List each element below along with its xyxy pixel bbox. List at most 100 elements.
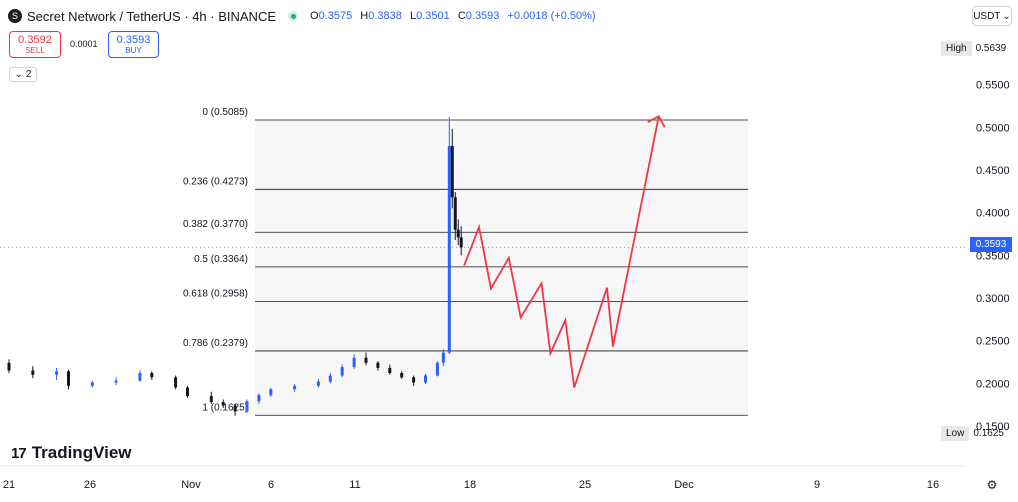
candle-body — [400, 373, 404, 378]
time-tick-label: 9 — [814, 479, 820, 491]
candle-body — [388, 367, 392, 374]
candle-body — [316, 381, 320, 386]
change-value: +0.0018 (+0.50%) — [507, 10, 596, 22]
candle-body — [456, 229, 460, 238]
time-tick-label: Dec — [674, 479, 694, 491]
price-tick-label: 0.4000 — [976, 208, 1010, 220]
gear-icon[interactable]: ⚙ — [986, 478, 998, 492]
candle-body — [459, 237, 463, 248]
buy-button[interactable]: 0.3593 BUY — [108, 31, 159, 58]
candle-body — [352, 357, 356, 368]
candle-body — [447, 146, 451, 353]
fib-level-label: 0.618 (0.2958) — [183, 289, 248, 300]
candle-body — [67, 371, 70, 386]
time-tick-label: 6 — [268, 479, 274, 491]
sell-button[interactable]: 0.3592 SELL — [9, 31, 61, 58]
price-tick-label: 0.1500 — [976, 421, 1010, 433]
high-marker: High 0.5639 — [941, 41, 1006, 56]
candle-body — [257, 395, 261, 402]
indicators-toggle[interactable]: ⌄ 2 — [9, 67, 37, 82]
chart-header: S Secret Network / TetherUS · 4h · BINAN… — [8, 6, 601, 26]
open-value: 0.3575 — [318, 10, 353, 22]
chevron-down-icon: ⌄ — [14, 69, 23, 80]
currency-selector[interactable]: USDT ⌄ — [972, 6, 1012, 26]
projection-layer — [463, 114, 666, 388]
candle-body — [450, 146, 454, 198]
close-key: C — [457, 10, 466, 22]
candle-body — [441, 352, 445, 363]
tradingview-logo[interactable]: 17 TradingView — [11, 443, 132, 463]
symbol-logo-icon: S — [8, 9, 22, 23]
fib-level-label: 0 (0.5085) — [202, 107, 248, 118]
currency-label: USDT — [973, 10, 1001, 22]
candle-body — [7, 362, 11, 371]
candle-body — [453, 197, 457, 230]
candle-body — [114, 380, 118, 383]
buy-price: 0.3593 — [116, 34, 151, 46]
time-tick-label: 11 — [349, 479, 360, 491]
sell-price: 0.3592 — [18, 34, 52, 46]
candle-body — [293, 385, 297, 390]
candle-body — [31, 370, 35, 375]
low-label: Low — [941, 426, 970, 441]
price-tick-label: 0.3000 — [976, 293, 1010, 305]
candle-body — [269, 389, 273, 396]
time-tick-label: 18 — [464, 479, 476, 491]
high-label: High — [941, 41, 972, 56]
candle-body — [328, 375, 332, 382]
candle-body — [209, 396, 213, 403]
price-tick-label: 0.2000 — [976, 378, 1010, 390]
projection-path — [463, 115, 660, 388]
price-tick-label: 0.3500 — [976, 250, 1010, 262]
time-tick-label: 25 — [579, 479, 591, 491]
ohlc-readout: O0.3575 H0.3838 L0.3501 C0.3593 +0.0018 … — [310, 10, 601, 22]
candle-body — [435, 362, 439, 376]
time-tick-label: 21 — [3, 479, 15, 491]
fibonacci-retracement[interactable]: 0 (0.5085) 0.236 (0.4273) 0.382 (0.3770) 0.… — [183, 107, 748, 416]
low-marker: Low 0.1625 — [941, 426, 1004, 441]
candle-body — [245, 401, 249, 412]
time-tick-label: 16 — [927, 479, 939, 491]
candle-body — [138, 373, 142, 381]
candle-body — [150, 373, 154, 378]
time-tick-label: 26 — [84, 479, 96, 491]
fib-level-label: 0.5 (0.3364) — [194, 254, 248, 265]
high-value: 0.3838 — [368, 10, 402, 22]
candle-body — [221, 402, 225, 406]
candle-body — [424, 375, 427, 383]
time-axis[interactable]: 21 26 Nov 6 11 18 25 Dec 9 16 — [3, 479, 939, 491]
open-key: O — [310, 10, 319, 22]
candles-layer — [7, 117, 463, 416]
low-price: 0.1625 — [973, 428, 1004, 439]
price-axis[interactable]: 0.5500 0.5000 0.4500 0.4000 0.3500 0.3000 0.25… — [976, 80, 1010, 433]
price-tick-label: 0.5500 — [976, 80, 1010, 92]
buy-label: BUY — [125, 46, 142, 55]
chevron-down-icon: ⌄ — [1002, 10, 1011, 22]
candle-body — [364, 357, 368, 363]
grid-layer — [0, 246, 966, 467]
market-open-icon — [288, 11, 299, 21]
low-key: L — [409, 10, 417, 22]
price-tick-label: 0.2500 — [976, 336, 1010, 348]
candle-body — [376, 362, 380, 368]
symbol-title[interactable]: Secret Network / TetherUS · 4h · BINANCE — [27, 8, 277, 24]
tradingview-mark-icon: 17 — [11, 444, 27, 462]
candle-body — [186, 387, 189, 397]
price-tick-label: 0.5000 — [976, 122, 1010, 134]
last-price-tag: 0.3593 — [970, 237, 1012, 252]
close-value: 0.3593 — [465, 10, 500, 22]
candle-body — [340, 367, 344, 376]
price-tick-label: 0.4500 — [976, 165, 1010, 177]
candle-body — [233, 405, 237, 412]
fib-level-label: 0.786 (0.2379) — [183, 338, 248, 349]
high-key: H — [360, 10, 369, 22]
candle-body — [55, 371, 59, 375]
spread-value: 0.0001 — [70, 39, 98, 49]
tradingview-wordmark: TradingView — [31, 443, 132, 462]
fib-level-label: 1 (0.1625) — [202, 402, 248, 413]
high-price: 0.5639 — [975, 43, 1007, 54]
candle-body — [412, 377, 416, 383]
fib-fill — [255, 120, 748, 416]
